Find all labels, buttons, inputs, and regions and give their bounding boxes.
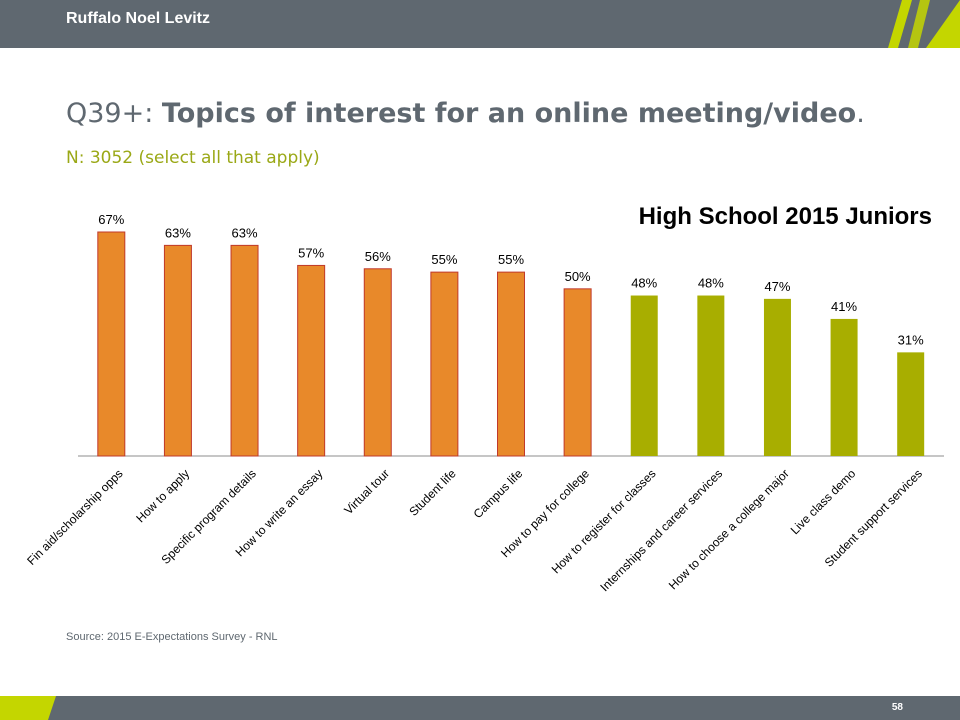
bar-5 xyxy=(430,271,459,457)
source-note: Source: 2015 E-Expectations Survey - RNL xyxy=(66,631,278,643)
data-label-2: 63% xyxy=(232,225,258,240)
bar-3 xyxy=(297,264,326,457)
bar-8 xyxy=(630,295,658,456)
bar-chart: High School 2015 Juniors 67% Fin aid/scho… xyxy=(24,203,944,594)
page-title: Q39+: Topics of interest for an online m… xyxy=(66,98,865,129)
data-label-9: 48% xyxy=(698,276,724,291)
x-tick-label-0: Fin aid/scholarship opps xyxy=(24,466,125,567)
chart-title: High School 2015 Juniors xyxy=(639,203,932,230)
bar-11 xyxy=(830,318,858,456)
bar-6 xyxy=(497,271,525,457)
brand-logo-icon xyxy=(888,0,960,48)
footer-bar: 58 xyxy=(0,696,960,720)
data-label-4: 56% xyxy=(365,249,391,264)
data-label-1: 63% xyxy=(165,225,191,240)
subtitle: N: 3052 (select all that apply) xyxy=(66,148,320,168)
x-tick-label-4: Virtual tour xyxy=(341,466,392,517)
footer-accent-icon xyxy=(0,696,56,720)
x-tick-label-1: How to apply xyxy=(133,466,192,525)
data-label-10: 47% xyxy=(764,279,790,294)
bar-1 xyxy=(163,244,192,457)
bar-0 xyxy=(97,231,126,457)
title-suffix: . xyxy=(856,98,865,129)
page-number: 58 xyxy=(891,702,903,713)
x-tick-label-9: Internships and career services xyxy=(597,466,725,594)
header-bar: Ruffalo Noel Levitz xyxy=(0,0,960,48)
bar-7 xyxy=(563,288,592,457)
data-label-12: 31% xyxy=(898,332,924,347)
data-label-5: 55% xyxy=(431,252,457,267)
data-label-11: 41% xyxy=(831,299,857,314)
data-label-0: 67% xyxy=(98,212,124,227)
title-prefix: Q39+: xyxy=(66,98,162,129)
x-tick-label-5: Student life xyxy=(406,466,459,519)
data-label-3: 57% xyxy=(298,245,324,260)
data-label-6: 55% xyxy=(498,252,524,267)
bar-9 xyxy=(697,295,725,456)
x-tick-label-11: Live class demo xyxy=(788,466,859,537)
x-tick-label-10: How to choose a college major xyxy=(666,466,792,592)
data-label-8: 48% xyxy=(631,276,657,291)
data-label-7: 50% xyxy=(565,269,591,284)
bar-10 xyxy=(763,298,791,456)
bar-12 xyxy=(897,352,925,456)
x-tick-label-6: Campus life xyxy=(471,466,526,521)
title-main: Topics of interest for an online meeting… xyxy=(161,98,857,129)
bar-2 xyxy=(230,244,259,457)
brand-name: Ruffalo Noel Levitz xyxy=(66,10,211,27)
bar-4 xyxy=(363,268,392,457)
